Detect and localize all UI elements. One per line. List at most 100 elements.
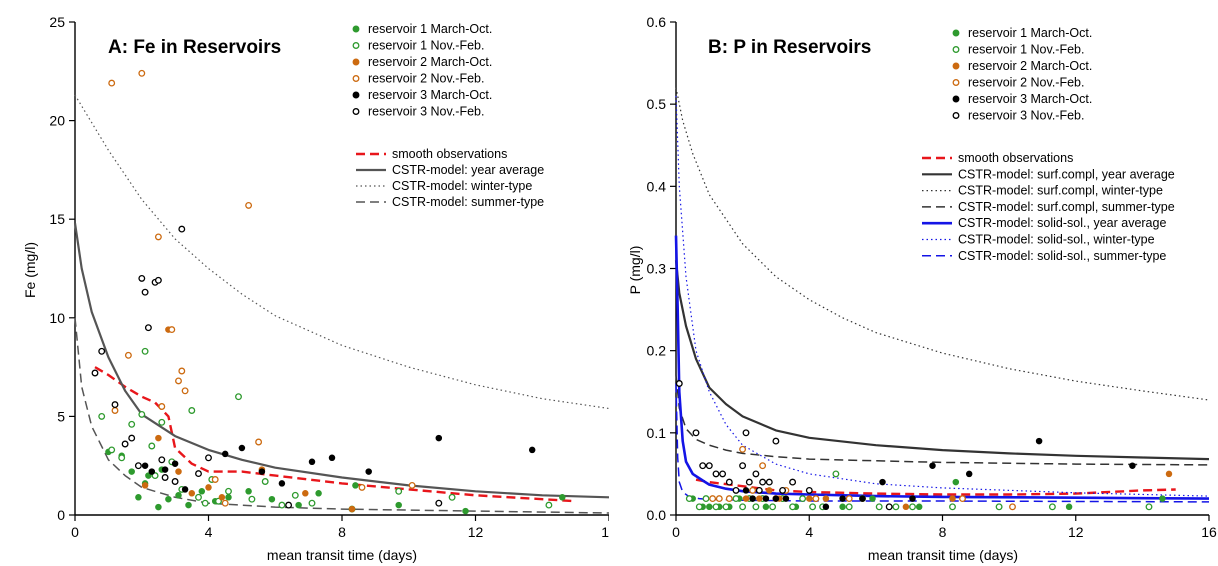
fe-point-s1 (248, 495, 256, 503)
fe-point-s1 (158, 418, 166, 426)
fe-point-s4 (141, 462, 149, 469)
p-point-s5 (719, 470, 727, 478)
fe-point-s3 (178, 367, 186, 375)
fe-point-s1 (291, 491, 299, 499)
p-point-s4 (1035, 437, 1043, 445)
fe-point-s2 (205, 484, 212, 491)
p-point-s4 (879, 478, 886, 486)
fe-point-s3 (211, 476, 219, 483)
p-x-tick-label: 16 (1201, 524, 1217, 540)
p-point-s5 (705, 462, 713, 470)
p-point-s5 (699, 462, 707, 470)
p-legend-entry: CSTR-model: surf.compl, summer-type (958, 200, 1175, 214)
p-point-s2 (766, 487, 773, 494)
fe-point-s0 (268, 495, 276, 503)
p-legend-entry: CSTR-model: surf.compl, year average (958, 167, 1175, 181)
p-point-s5 (755, 486, 763, 494)
fe-line-0 (94, 366, 576, 503)
p-point-s5 (742, 429, 750, 437)
fe-x-axis-label: mean transit time (days) (267, 547, 417, 563)
p-point-s1 (1048, 503, 1056, 511)
fe-point-s5 (111, 401, 119, 409)
p-point-s5 (885, 503, 893, 511)
p-legend-entry: reservoir 1 Nov.-Feb. (968, 43, 1084, 57)
fe-y-axis-label: Fe (mg/l) (22, 242, 38, 298)
fe-point-s5 (128, 434, 136, 442)
p-x-tick-label: 4 (805, 524, 813, 540)
p-plot-area: 0 4 8 12 16 0.0 0.1 0.2 0.3 0.4 0.5 0.6 reservoir 1 … (647, 14, 1217, 540)
fe-point-s1 (225, 487, 232, 495)
fe-point-s3 (138, 69, 146, 77)
fe-point-s5 (144, 324, 152, 332)
fe-point-s5 (91, 369, 99, 377)
p-point-s4 (742, 487, 750, 494)
fe-legend-marker (352, 58, 360, 66)
fe-point-s1 (545, 501, 553, 509)
p-chart: 0 4 8 12 16 0.0 0.1 0.2 0.3 0.4 0.5 0.6 reservoir 1 … (627, 14, 1217, 563)
fe-y-tick-label: 15 (49, 211, 65, 227)
fe-point-s1 (118, 454, 126, 462)
p-y-tick-label: 0.2 (647, 343, 667, 359)
fe-point-s0 (145, 472, 152, 479)
fe-point-s1 (128, 420, 136, 428)
p-point-s1 (1145, 503, 1153, 511)
p-x-tick-label: 0 (672, 524, 680, 540)
fe-point-s5 (134, 462, 142, 470)
p-point-s2 (806, 495, 813, 502)
fe-point-s5 (121, 440, 129, 448)
p-legend-entry: CSTR-model: solid-sol., summer-type (958, 249, 1166, 263)
p-point-s3 (759, 462, 767, 470)
fe-point-s3 (358, 483, 366, 491)
fe-point-s1 (235, 393, 242, 401)
fe-legend-marker (352, 108, 360, 115)
p-point-s3 (725, 495, 733, 503)
p-legend-entry: CSTR-model: solid-sol., winter-type (958, 233, 1155, 247)
p-point-s0 (915, 503, 923, 511)
p-legend-entry: CSTR-model: solid-sol., year average (958, 216, 1166, 230)
p-point-s4 (772, 495, 780, 502)
p-point-s1 (949, 503, 956, 511)
p-point-s2 (949, 495, 956, 502)
p-point-s1 (732, 495, 740, 503)
p-point-s1 (769, 503, 777, 511)
fe-legend-entry: CSTR-model: winter-type (392, 179, 532, 193)
p-x-axis-label: mean transit time (days) (868, 547, 1018, 563)
fe-point-s1 (138, 410, 146, 418)
p-point-s5 (712, 470, 720, 478)
p-x-tick-label: 12 (1068, 524, 1084, 540)
p-chart-title: B: P in Reservoirs (708, 37, 871, 58)
fe-y-tick-label: 0 (57, 507, 65, 523)
fe-point-s2 (302, 490, 309, 497)
fe-line-1 (73, 222, 609, 499)
fe-point-s0 (315, 490, 322, 497)
fe-plot-area: 0 4 8 12 16 0 5 10 15 20 25 reservoir 1 March-Oct. r… (49, 14, 609, 540)
p-point-s5 (759, 478, 767, 486)
p-point-s4 (762, 495, 770, 502)
p-point-s4 (782, 495, 790, 502)
fe-point-s4 (238, 444, 246, 452)
p-point-s0 (706, 503, 713, 511)
fe-legend-entry: reservoir 3 March-Oct. (368, 88, 492, 102)
fe-point-s4 (161, 466, 169, 473)
p-y-tick-label: 0.0 (647, 507, 667, 523)
fe-legend-entry: smooth observations (392, 147, 507, 161)
fe-legend-marker (352, 91, 360, 99)
p-point-s1 (685, 495, 693, 503)
fe-point-s0 (245, 488, 252, 495)
fe-point-s2 (218, 494, 226, 501)
p-point-s1 (722, 503, 730, 511)
fe-point-s5 (98, 347, 106, 355)
p-legend-marker (952, 46, 960, 53)
p-point-s1 (909, 503, 916, 511)
fe-point-s5 (154, 276, 162, 284)
fe-point-s0 (295, 501, 302, 509)
p-line-4 (674, 235, 1210, 500)
fe-chart: 0 4 8 12 16 0 5 10 15 20 25 reservoir 1 March-Oct. r… (22, 14, 609, 563)
fe-point-s0 (198, 488, 206, 495)
fe-point-s1 (195, 493, 202, 501)
p-point-s5 (739, 462, 747, 470)
p-y-tick-label: 0.5 (647, 96, 667, 112)
p-point-s1 (832, 470, 840, 478)
fe-point-s5 (161, 474, 169, 481)
